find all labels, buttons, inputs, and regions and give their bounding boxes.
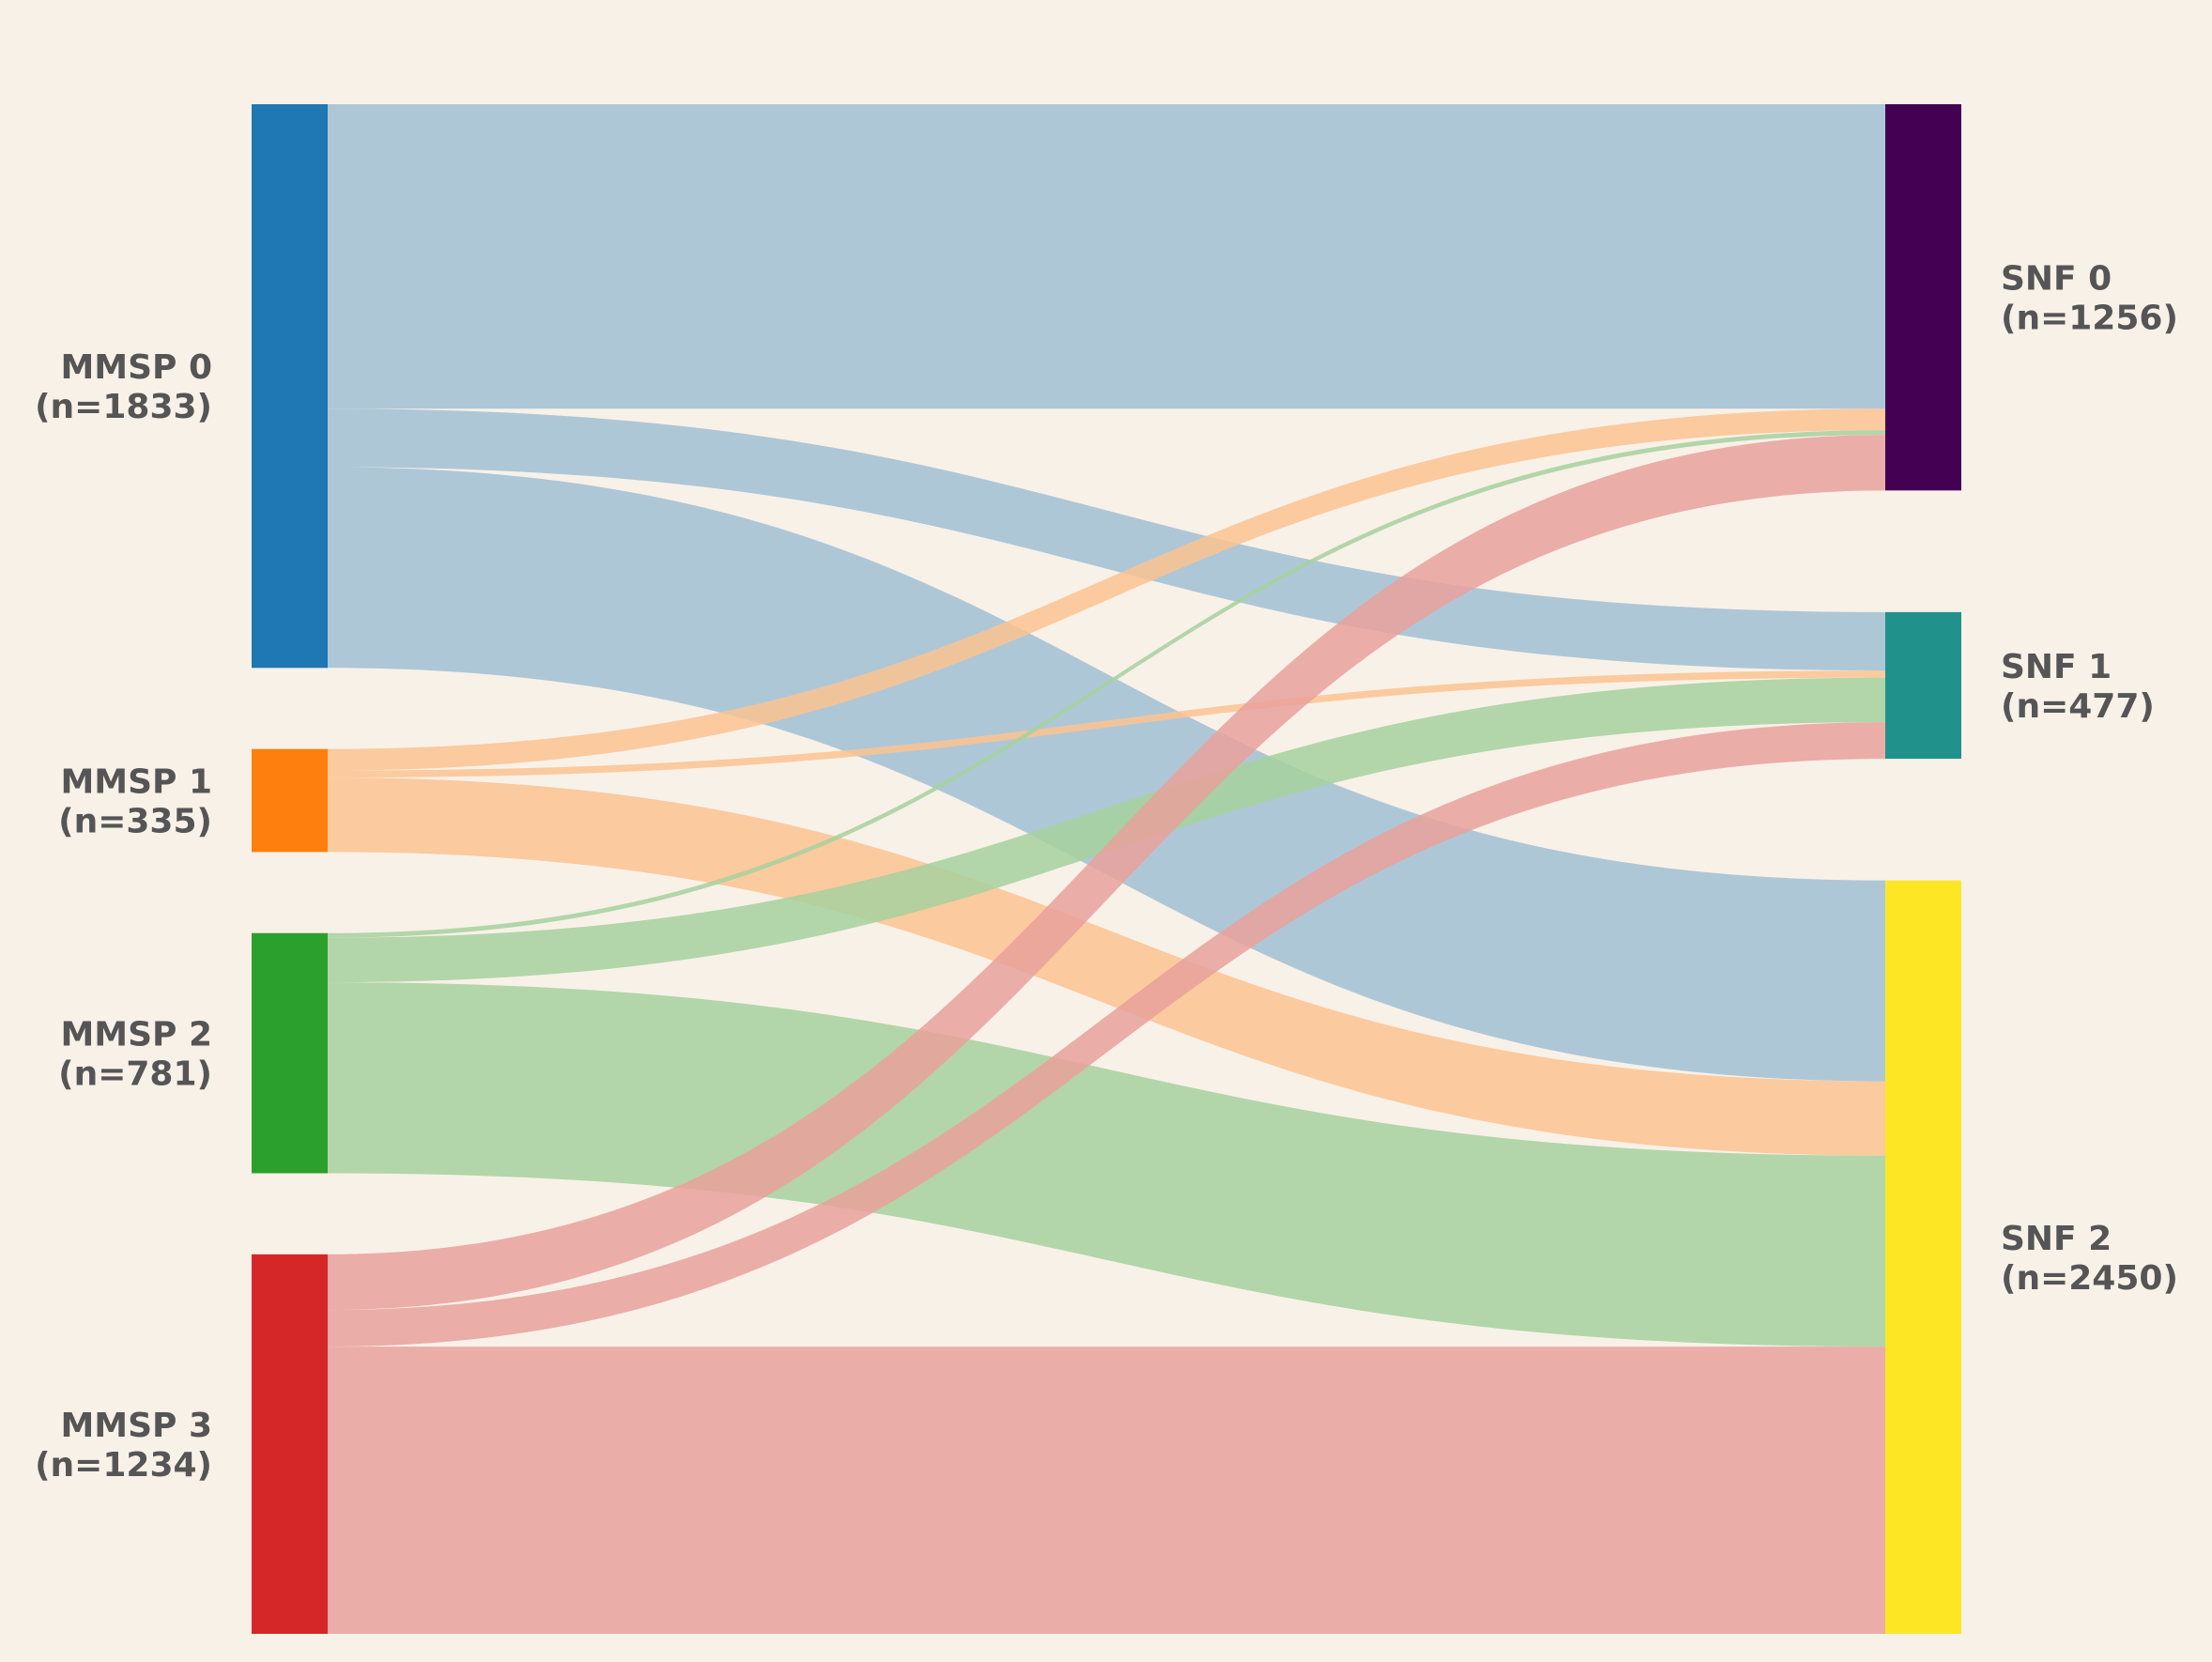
node-count-mmsp2: (n=781) bbox=[58, 1055, 212, 1094]
node-snf2 bbox=[1885, 880, 1961, 1634]
node-mmsp0 bbox=[252, 104, 328, 669]
node-label-mmsp2: MMSP 2 (n=781) bbox=[58, 1016, 212, 1094]
node-label-snf2: SNF 2 (n=2450) bbox=[2001, 1220, 2178, 1298]
node-label-mmsp3: MMSP 3 (n=1234) bbox=[35, 1407, 212, 1485]
flow-mmsp3-to-snf1 bbox=[328, 722, 1885, 1347]
node-mmsp2 bbox=[252, 932, 328, 1174]
node-count-snf1: (n=477) bbox=[2001, 687, 2155, 726]
flow-mmsp0-to-snf1 bbox=[328, 408, 1885, 671]
node-count-mmsp3: (n=1234) bbox=[35, 1446, 212, 1485]
flow-mmsp2-to-snf0 bbox=[328, 430, 1885, 938]
node-count-snf0: (n=1256) bbox=[2001, 300, 2178, 338]
flow-mmsp0-to-snf0 bbox=[328, 104, 1885, 409]
flow-mmsp1-to-snf1 bbox=[328, 670, 1885, 778]
node-snf1 bbox=[1885, 611, 1961, 760]
node-name-snf0: SNF 0 bbox=[2001, 260, 2112, 299]
node-count-snf2: (n=2450) bbox=[2001, 1259, 2178, 1298]
flow-layer bbox=[328, 104, 1885, 1634]
label-layer: MMSP 0 (n=1833) MMSP 1 (n=335) MMSP 2 (n=781)… bbox=[35, 260, 2178, 1485]
flow-mmsp3-to-snf0 bbox=[328, 435, 1885, 1311]
flow-mmsp3-to-snf2 bbox=[328, 1347, 1885, 1634]
node-name-mmsp0: MMSP 0 bbox=[60, 348, 212, 387]
node-label-mmsp0: MMSP 0 (n=1833) bbox=[35, 348, 212, 426]
node-count-mmsp1: (n=335) bbox=[58, 803, 212, 841]
node-name-snf2: SNF 2 bbox=[2001, 1220, 2112, 1258]
node-name-mmsp2: MMSP 2 bbox=[60, 1016, 212, 1054]
node-name-snf1: SNF 1 bbox=[2001, 648, 2112, 686]
node-mmsp1 bbox=[252, 748, 328, 853]
flow-mmsp1-to-snf2 bbox=[328, 777, 1885, 1156]
flow-mmsp1-to-snf0 bbox=[328, 408, 1885, 771]
node-snf0 bbox=[1885, 104, 1961, 491]
node-mmsp3 bbox=[252, 1254, 328, 1634]
flow-mmsp2-to-snf2 bbox=[328, 982, 1885, 1347]
node-name-mmsp1: MMSP 1 bbox=[60, 763, 212, 802]
node-layer bbox=[252, 104, 1961, 1634]
node-label-snf1: SNF 1 (n=477) bbox=[2001, 648, 2155, 726]
flow-mmsp2-to-snf1 bbox=[328, 677, 1885, 983]
node-name-mmsp3: MMSP 3 bbox=[60, 1407, 212, 1445]
node-label-snf0: SNF 0 (n=1256) bbox=[2001, 260, 2178, 338]
node-label-mmsp1: MMSP 1 (n=335) bbox=[58, 763, 212, 841]
flow-mmsp0-to-snf2 bbox=[328, 467, 1885, 1082]
node-count-mmsp0: (n=1833) bbox=[35, 388, 212, 426]
